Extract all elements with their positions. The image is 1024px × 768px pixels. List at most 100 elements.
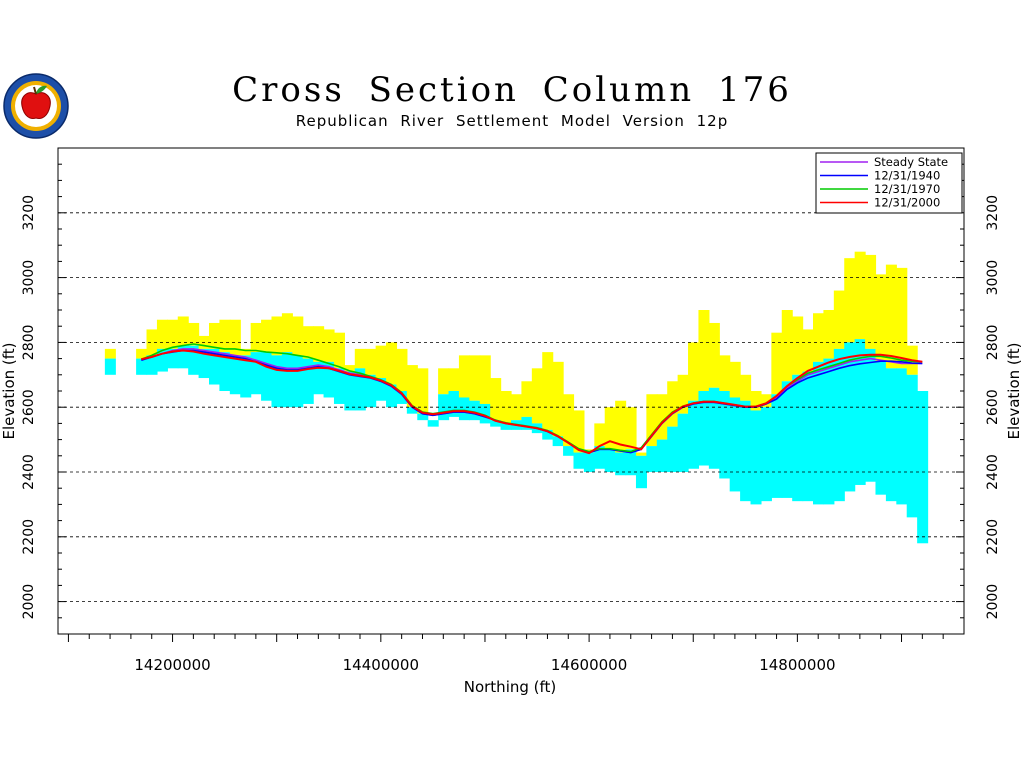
unsaturated-column [365,348,377,375]
saturated-column [729,397,741,492]
unsaturated-column [261,319,273,353]
x-tick-label: 14200000 [134,656,210,674]
saturated-column [240,355,252,398]
unsaturated-column [458,355,470,398]
unsaturated-column [240,348,252,356]
unsaturated-column [375,345,387,379]
unsaturated-column [490,378,502,421]
saturated-column [229,355,241,395]
unsaturated-column [563,394,575,447]
y-axis-label-right: Elevation (ft) [1005,342,1023,439]
unsaturated-column [792,316,804,375]
apple-seal-icon [3,73,69,139]
unsaturated-column [136,348,148,359]
saturated-column [844,342,856,492]
unsaturated-column [271,316,283,356]
unsaturated-column [688,342,700,401]
unsaturated-column [854,251,866,340]
unsaturated-column [302,326,314,359]
saturated-column [490,420,502,427]
legend: Steady State12/31/194012/31/197012/31/20… [815,152,963,214]
unsaturated-column [813,313,825,362]
y-tick-label: 2400 [21,454,37,490]
saturated-column [625,449,637,476]
saturated-column [292,355,304,408]
saturated-column [792,374,804,502]
unsaturated-column [250,322,262,353]
unsaturated-column [209,322,221,349]
saturated-column [698,391,710,466]
unsaturated-column [396,348,408,391]
saturated-column [719,391,731,479]
saturated-column [781,381,793,498]
saturated-column [594,446,606,469]
saturated-column [209,348,221,385]
saturated-column [427,420,439,427]
x-tick-label: 14800000 [759,656,835,674]
y-tick-label: 2600 [21,389,37,425]
y-tick-label: 3200 [21,195,37,231]
saturated-column [448,391,460,417]
saturated-column [500,423,512,430]
saturated-column [365,374,377,408]
saturated-column [219,352,231,391]
unsaturated-column [615,400,627,453]
unsaturated-column [833,290,845,349]
unsaturated-column [104,348,116,359]
saturated-column [677,413,689,472]
unsaturated-column [406,365,418,408]
unsaturated-column [323,329,335,362]
unsaturated-column [802,329,814,372]
unsaturated-column [156,319,168,349]
saturated-column [344,371,356,411]
unsaturated-column [344,365,356,372]
saturated-column [823,358,835,505]
unsaturated-column [646,394,658,447]
saturated-column [833,348,845,502]
saturated-column [667,426,679,472]
unsaturated-column [656,394,668,440]
unsaturated-column [333,332,345,369]
y-tick-label: 2800 [21,325,37,361]
saturated-column [354,368,366,411]
saturated-column [396,391,408,404]
unsaturated-column [677,374,689,414]
saturated-column [417,413,429,421]
unsaturated-column [885,264,897,369]
unsaturated-column [708,322,720,388]
unsaturated-column [823,310,835,359]
saturated-column [563,446,575,456]
legend-label: 12/31/2000 [874,196,940,210]
saturated-column [865,348,877,482]
saturated-column [146,355,158,375]
y-tick-label: 2800 [985,325,1001,361]
saturated-column [261,352,273,401]
unsaturated-column [531,368,543,424]
saturated-column [875,361,887,495]
unsaturated-column [167,319,179,349]
unsaturated-column [281,313,293,353]
y-tick-label: 2400 [985,454,1001,490]
saturated-column [323,361,335,398]
unsaturated-column [875,274,887,362]
saturated-column [917,391,929,544]
y-tick-label: 3000 [21,260,37,296]
unsaturated-column [177,316,189,346]
y-tick-label: 2000 [985,584,1001,620]
unsaturated-column [146,329,158,356]
saturated-column [885,368,897,502]
unsaturated-column [229,319,241,356]
seal-stem [33,86,37,95]
saturated-column [646,446,658,472]
x-tick-label: 14600000 [551,656,627,674]
gridlines [58,212,964,602]
unsaturated-column [635,452,647,456]
unsaturated-column [625,407,637,450]
unsaturated-column [448,368,460,391]
unsaturated-column [865,254,877,349]
unsaturated-column [771,332,783,395]
saturated-column [552,436,564,447]
saturated-column [542,429,554,440]
legend-label: Steady State [874,155,948,169]
